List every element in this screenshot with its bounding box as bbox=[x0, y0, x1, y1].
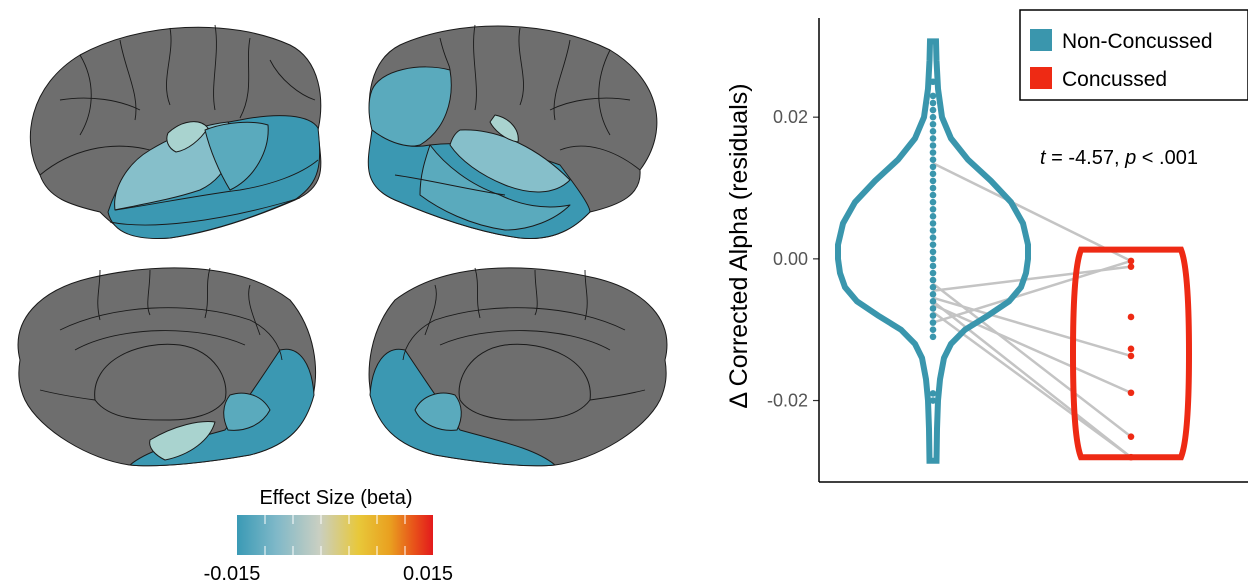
point-concussed bbox=[1127, 352, 1135, 360]
point-non-concussed bbox=[929, 269, 937, 277]
point-non-concussed bbox=[929, 120, 937, 128]
brain-lateral-left bbox=[29, 24, 322, 240]
svg-text:t = -4.57, p < .001: t = -4.57, p < .001 bbox=[1040, 147, 1198, 169]
legend-swatch-non-concussed bbox=[1030, 29, 1052, 51]
point-non-concussed bbox=[929, 170, 937, 178]
point-non-concussed bbox=[929, 184, 937, 192]
point-non-concussed bbox=[929, 227, 937, 234]
y-axis-title: Δ Corrected Alpha (residuals) bbox=[725, 83, 753, 408]
point-non-concussed bbox=[929, 191, 937, 199]
pair-line bbox=[932, 259, 1132, 324]
pair-line bbox=[932, 282, 1132, 438]
point-non-concussed bbox=[929, 78, 937, 86]
annotation-t: t bbox=[1040, 147, 1047, 169]
colorbar: Effect Size (beta) -0.015 0.015 bbox=[204, 487, 453, 584]
point-concussed bbox=[1127, 257, 1135, 265]
point-concussed bbox=[1127, 453, 1135, 461]
point-non-concussed bbox=[929, 128, 937, 135]
point-concussed bbox=[1127, 433, 1135, 440]
pair-line bbox=[932, 296, 1132, 358]
pair-line bbox=[932, 162, 1132, 263]
brain-lateral-right bbox=[367, 24, 658, 240]
point-non-concussed bbox=[929, 397, 937, 404]
annotation-p-value: < .001 bbox=[1136, 147, 1198, 169]
violin-non-concussed bbox=[835, 38, 1031, 464]
legend-label-concussed: Concussed bbox=[1062, 68, 1167, 91]
point-non-concussed bbox=[929, 305, 937, 312]
point-non-concussed bbox=[929, 298, 937, 305]
colorbar-max-label: 0.015 bbox=[403, 563, 453, 584]
violin-chart: Δ Corrected Alpha (residuals) 0.02 0.00 -0… bbox=[725, 9, 1248, 483]
pair-line bbox=[932, 310, 1132, 459]
point-non-concussed bbox=[929, 262, 937, 270]
point-non-concussed bbox=[929, 213, 937, 220]
point-concussed bbox=[1127, 345, 1135, 353]
point-non-concussed bbox=[929, 255, 937, 263]
point-non-concussed bbox=[929, 149, 937, 156]
point-non-concussed bbox=[929, 312, 937, 319]
y-axis-title-group: Δ Corrected Alpha (residuals) bbox=[725, 83, 753, 408]
legend: Non-Concussed Concussed bbox=[1019, 9, 1248, 101]
paired-lines bbox=[932, 162, 1132, 459]
y-axis-ticks: 0.02 0.00 -0.02 bbox=[767, 107, 819, 411]
point-non-concussed bbox=[929, 156, 937, 163]
annotation-t-value: = -4.57, bbox=[1046, 147, 1126, 169]
point-non-concussed bbox=[929, 234, 937, 241]
stat-annotation: t = -4.57, p < .001 bbox=[1040, 147, 1198, 169]
point-non-concussed bbox=[929, 177, 937, 185]
y-tick-label: 0.02 bbox=[773, 107, 808, 127]
point-non-concussed bbox=[929, 135, 937, 142]
y-tick-label: 0.00 bbox=[773, 249, 808, 269]
point-non-concussed bbox=[929, 205, 937, 213]
annotation-p: p bbox=[1124, 147, 1136, 169]
point-non-concussed bbox=[929, 248, 937, 256]
point-concussed bbox=[1127, 313, 1135, 321]
pair-line bbox=[932, 303, 1132, 394]
point-non-concussed bbox=[929, 198, 937, 206]
brain-medial-right bbox=[368, 267, 668, 467]
legend-box bbox=[1019, 9, 1248, 101]
legend-label-non-concussed: Non-Concussed bbox=[1062, 30, 1213, 53]
colorbar-ticks bbox=[264, 515, 406, 555]
violin-concussed bbox=[1069, 246, 1193, 461]
colorbar-title: Effect Size (beta) bbox=[259, 487, 412, 509]
point-non-concussed bbox=[929, 241, 937, 248]
point-non-concussed bbox=[929, 142, 937, 149]
brain-medial-left bbox=[17, 267, 317, 467]
point-non-concussed bbox=[929, 106, 937, 114]
brain-surface-panel: Effect Size (beta) -0.015 0.015 bbox=[17, 24, 668, 584]
data-points bbox=[929, 78, 1135, 461]
point-non-concussed bbox=[929, 276, 937, 284]
point-non-concussed bbox=[929, 390, 937, 397]
point-non-concussed bbox=[929, 319, 937, 326]
point-non-concussed bbox=[929, 113, 937, 121]
point-non-concussed bbox=[929, 163, 937, 171]
point-non-concussed bbox=[929, 220, 937, 227]
point-non-concussed bbox=[929, 290, 937, 298]
point-concussed bbox=[1127, 389, 1135, 397]
point-non-concussed bbox=[929, 99, 937, 107]
colorbar-min-label: -0.015 bbox=[204, 563, 261, 584]
point-non-concussed bbox=[929, 92, 937, 100]
y-tick-label: -0.02 bbox=[767, 391, 808, 411]
point-non-concussed bbox=[929, 333, 937, 341]
legend-swatch-concussed bbox=[1030, 67, 1052, 89]
point-concussed bbox=[1127, 263, 1135, 270]
colorbar-gradient bbox=[237, 515, 433, 555]
point-non-concussed bbox=[929, 283, 937, 291]
point-non-concussed bbox=[929, 326, 937, 333]
